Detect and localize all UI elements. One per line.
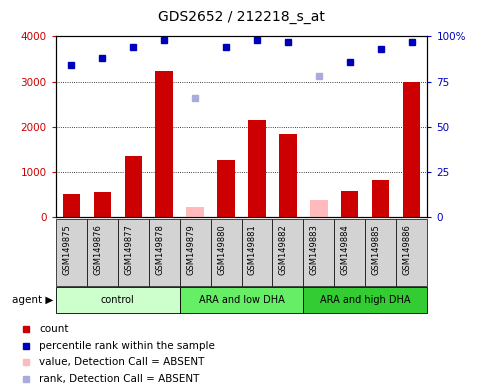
Bar: [86, 219, 117, 286]
Bar: [334, 219, 366, 286]
Text: GSM149879: GSM149879: [186, 224, 195, 275]
Bar: [56, 287, 180, 313]
Bar: [125, 156, 142, 217]
Text: value, Detection Call = ABSENT: value, Detection Call = ABSENT: [40, 358, 205, 367]
Bar: [280, 134, 297, 217]
Bar: [366, 219, 397, 286]
Text: ARA and high DHA: ARA and high DHA: [320, 295, 411, 305]
Text: GSM149878: GSM149878: [155, 224, 164, 275]
Bar: [341, 191, 358, 217]
Bar: [149, 219, 180, 286]
Text: percentile rank within the sample: percentile rank within the sample: [40, 341, 215, 351]
Bar: [303, 219, 334, 286]
Text: GDS2652 / 212218_s_at: GDS2652 / 212218_s_at: [158, 10, 325, 23]
Bar: [372, 180, 389, 217]
Bar: [403, 82, 421, 217]
Text: GSM149877: GSM149877: [124, 224, 133, 275]
Bar: [186, 207, 203, 217]
Text: count: count: [40, 324, 69, 334]
Bar: [94, 192, 111, 217]
Text: GSM149884: GSM149884: [341, 224, 350, 275]
Text: GSM149880: GSM149880: [217, 224, 226, 275]
Bar: [248, 119, 266, 217]
Text: GSM149886: GSM149886: [403, 224, 412, 275]
Text: GSM149885: GSM149885: [372, 224, 381, 275]
Bar: [156, 71, 172, 217]
Bar: [272, 219, 303, 286]
Bar: [62, 194, 80, 217]
Bar: [217, 160, 235, 217]
Text: GSM149876: GSM149876: [93, 224, 102, 275]
Text: GSM149875: GSM149875: [62, 224, 71, 275]
Bar: [180, 287, 303, 313]
Text: ARA and low DHA: ARA and low DHA: [199, 295, 284, 305]
Text: rank, Detection Call = ABSENT: rank, Detection Call = ABSENT: [40, 374, 200, 384]
Bar: [211, 219, 242, 286]
Text: agent ▶: agent ▶: [12, 295, 53, 305]
Bar: [180, 219, 211, 286]
Bar: [303, 287, 427, 313]
Text: control: control: [100, 295, 134, 305]
Bar: [311, 200, 327, 217]
Bar: [117, 219, 149, 286]
Bar: [242, 219, 272, 286]
Bar: [56, 219, 86, 286]
Text: GSM149881: GSM149881: [248, 224, 257, 275]
Bar: [397, 219, 427, 286]
Text: GSM149882: GSM149882: [279, 224, 288, 275]
Text: GSM149883: GSM149883: [310, 224, 319, 275]
